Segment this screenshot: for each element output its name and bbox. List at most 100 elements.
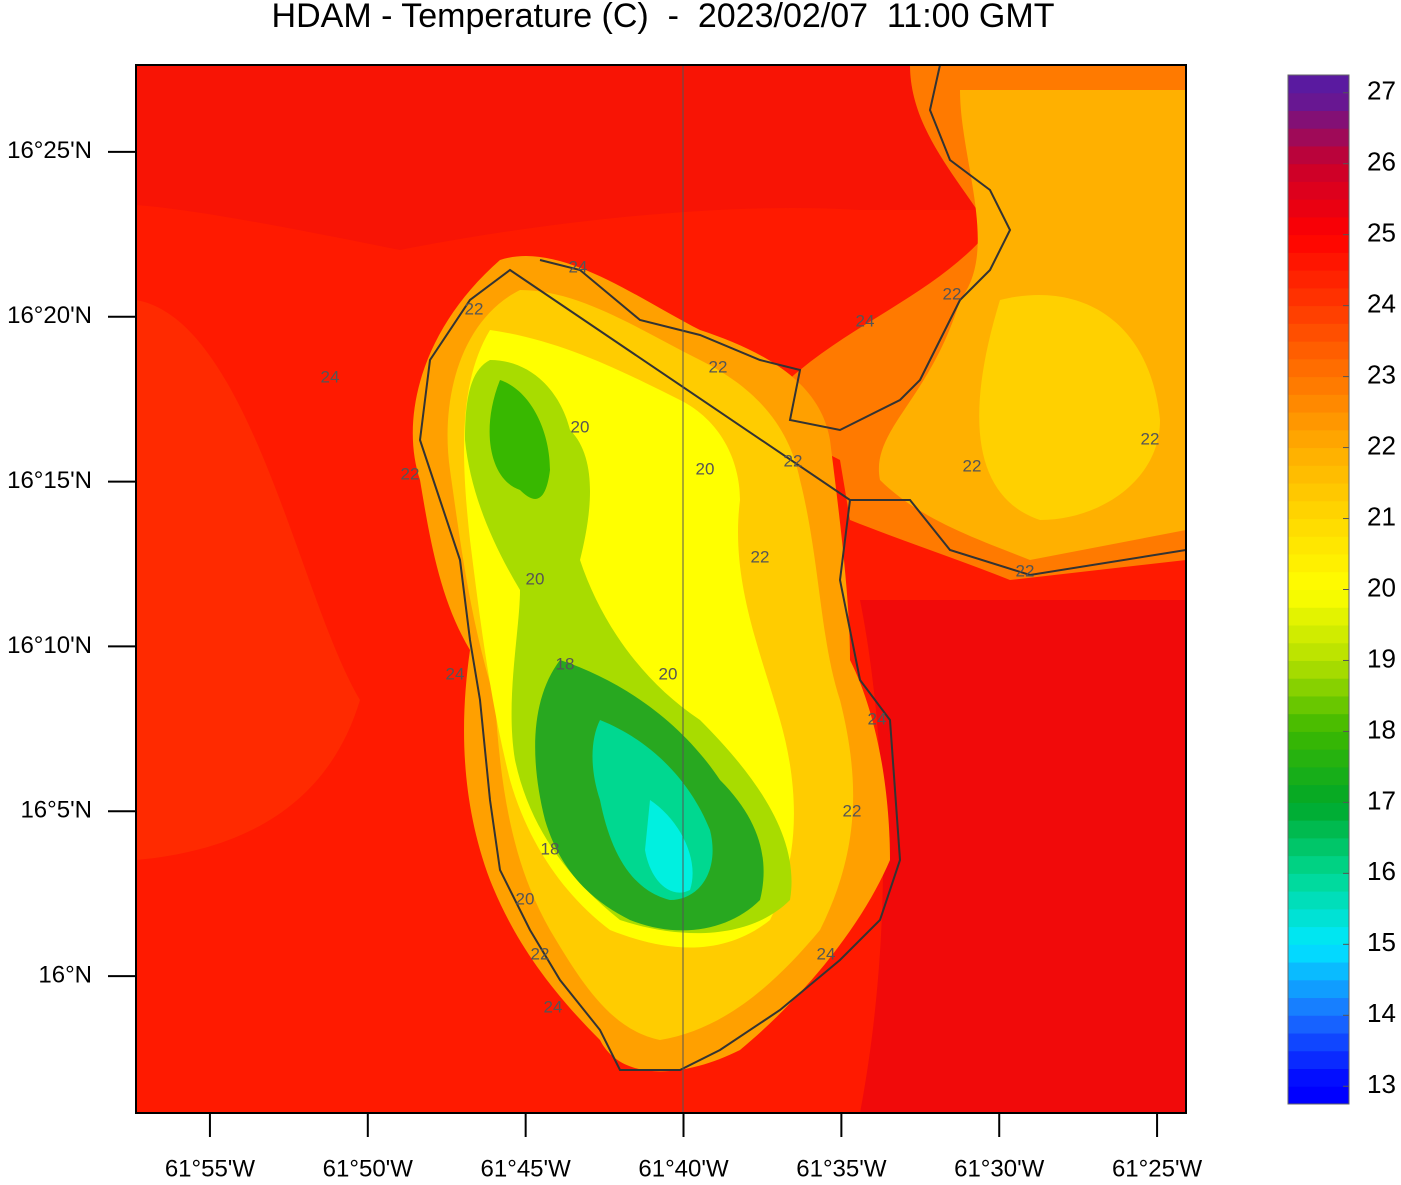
colorbar-segment	[1288, 624, 1349, 644]
colorbar-segment	[1288, 252, 1349, 271]
x-tick-label: 61°25'W	[1112, 1155, 1203, 1180]
colorbar-segment	[1288, 1015, 1349, 1034]
colorbar-tick-label: 21	[1367, 501, 1396, 531]
colorbar-segment	[1288, 766, 1349, 786]
colorbar-segment	[1288, 571, 1349, 590]
colorbar-segment	[1288, 287, 1349, 307]
colorbar-tick-label: 15	[1367, 927, 1396, 957]
colorbar-segment	[1288, 447, 1349, 466]
contour-label: 22	[401, 464, 420, 483]
colorbar-segment	[1288, 323, 1349, 342]
x-tick-label: 61°50'W	[323, 1155, 414, 1180]
map-frame	[135, 64, 1187, 1114]
contour-label: 24	[321, 367, 340, 386]
colorbar-tick-label: 23	[1367, 359, 1396, 389]
colorbar-segment	[1288, 660, 1349, 679]
colorbar-segment	[1288, 145, 1349, 165]
colorbar-segment	[1288, 92, 1349, 111]
colorbar-segment	[1288, 607, 1349, 626]
colorbar-segment	[1288, 554, 1349, 573]
contour-label: 22	[1016, 561, 1035, 580]
colorbar-segment	[1288, 500, 1349, 520]
contour-label: 22	[531, 944, 550, 963]
colorbar-tick-label: 27	[1367, 76, 1396, 106]
colorbar-segment	[1288, 1068, 1349, 1087]
colorbar-tick-label: 20	[1367, 572, 1396, 602]
colorbar-segment	[1288, 181, 1349, 200]
contour-label: 22	[709, 357, 728, 376]
contour-label: 20	[659, 664, 678, 683]
contour-label: 22	[943, 284, 962, 303]
colorbar-segment	[1288, 837, 1349, 857]
colorbar-tick-label: 14	[1367, 998, 1396, 1028]
colorbar-tick-label: 22	[1367, 430, 1396, 460]
colorbar-segment	[1288, 802, 1349, 821]
colorbar-segment	[1288, 891, 1349, 910]
contour-label: 22	[465, 299, 484, 318]
contour-label: 22	[784, 451, 803, 470]
colorbar-segment	[1288, 483, 1349, 502]
colorbar-segment	[1288, 234, 1349, 253]
contour-label: 24	[817, 944, 836, 963]
colorbar-segment	[1288, 536, 1349, 555]
colorbar-segment	[1288, 678, 1349, 697]
colorbar-segment	[1288, 270, 1349, 289]
colorbar-tick-label: 24	[1367, 289, 1396, 319]
colorbar-segment	[1288, 465, 1349, 484]
colorbar-segment	[1288, 128, 1349, 147]
colorbar-segment	[1288, 695, 1349, 715]
colorbar-segment	[1288, 749, 1349, 768]
contour-label: 24	[544, 997, 563, 1016]
colorbar-tick-label: 18	[1367, 714, 1396, 744]
colorbar-segment	[1288, 1050, 1349, 1070]
colorbar-segment	[1288, 163, 1349, 182]
colorbar-segment	[1288, 376, 1349, 395]
colorbar-segment	[1288, 75, 1349, 94]
contour-label: 24	[446, 664, 465, 683]
contour-label: 20	[571, 417, 590, 436]
colorbar-segment	[1288, 820, 1349, 839]
colorbar-segment	[1288, 412, 1349, 431]
colorbar-segment	[1288, 429, 1349, 449]
colorbar-segment	[1288, 341, 1349, 360]
y-tick-label: 16°25'N	[7, 137, 92, 164]
colorbar-segment	[1288, 589, 1349, 608]
colorbar-segment	[1288, 394, 1349, 413]
contour-label: 24	[569, 257, 588, 276]
colorbar-segment	[1288, 962, 1349, 981]
colorbar-tick-label: 17	[1367, 785, 1396, 815]
temperature-field	[136, 65, 1186, 1113]
colorbar-segment	[1288, 518, 1349, 537]
contour-label: 20	[516, 889, 535, 908]
colorbar-segment	[1288, 305, 1349, 324]
contour-label: 22	[843, 801, 862, 820]
colorbar-tick-label: 13	[1367, 1069, 1396, 1099]
colorbar-segment	[1288, 784, 1349, 803]
colorbar-segment	[1288, 1086, 1349, 1105]
y-tick-label: 16°15'N	[7, 467, 92, 494]
colorbar-segment	[1288, 908, 1349, 928]
colorbar-segment	[1288, 110, 1349, 129]
colorbar-segment	[1288, 713, 1349, 732]
contour-label: 22	[751, 547, 770, 566]
contour-label: 18	[556, 654, 575, 673]
colorbar-segment	[1288, 642, 1349, 661]
x-tick-label: 61°35'W	[796, 1155, 887, 1180]
contour-label: 18	[541, 839, 560, 858]
x-tick-label: 61°55'W	[165, 1155, 256, 1180]
colorbar-segment	[1288, 199, 1349, 218]
y-tick-label: 16°N	[38, 961, 92, 988]
colorbar-segment	[1288, 855, 1349, 874]
contour-label: 22	[1141, 429, 1160, 448]
contour-label: 24	[868, 709, 887, 728]
title: HDAM - Temperature (C) - 2023/02/07 11:0…	[272, 0, 1055, 35]
y-tick-label: 16°5'N	[20, 797, 92, 824]
colorbar-segment	[1288, 926, 1349, 945]
colorbar-segment	[1288, 358, 1349, 378]
colorbar-segment	[1288, 997, 1349, 1016]
colorbar-tick-label: 16	[1367, 856, 1396, 886]
colorbar-segment	[1288, 216, 1349, 236]
contour-label: 20	[526, 569, 545, 588]
x-tick-label: 61°45'W	[481, 1155, 572, 1180]
